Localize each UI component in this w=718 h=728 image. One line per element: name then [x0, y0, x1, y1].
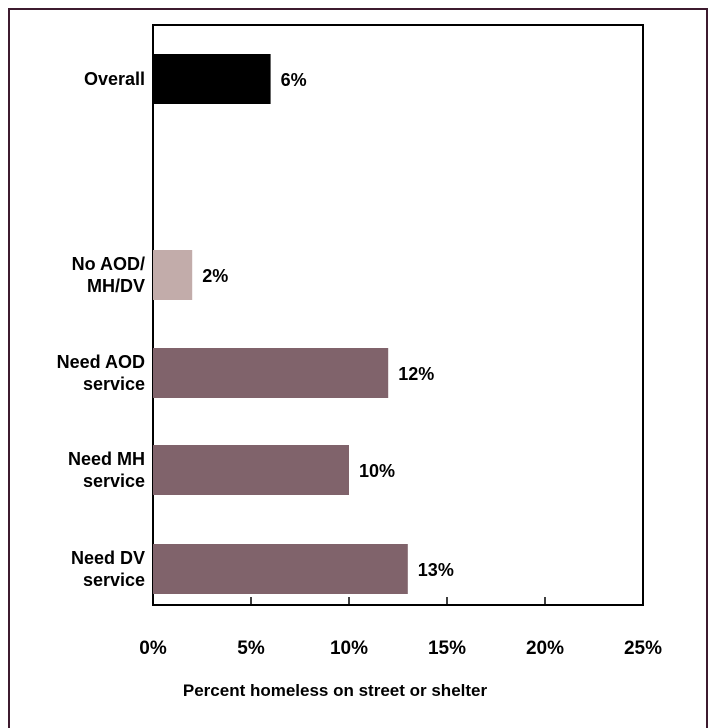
x-tick-label: 15%	[428, 638, 466, 659]
x-tick-label: 10%	[330, 638, 368, 659]
category-label: service	[83, 570, 145, 590]
bar	[153, 54, 271, 104]
bar	[153, 544, 408, 594]
bar	[153, 348, 389, 398]
x-tick-label: 0%	[139, 638, 167, 659]
x-tick-label: 5%	[237, 638, 265, 659]
category-label: MH/DV	[87, 276, 145, 296]
x-axis-title: Percent homeless on street or shelter	[183, 681, 488, 700]
value-label: 2%	[202, 266, 228, 286]
category-label: Need AOD	[57, 352, 145, 372]
x-tick-label: 20%	[526, 638, 564, 659]
category-label: Need MH	[68, 449, 145, 469]
category-label: service	[83, 471, 145, 491]
value-label: 13%	[418, 560, 454, 580]
value-labels: 6% 2% 12% 10% 13%	[202, 70, 454, 580]
category-label: No AOD/	[72, 254, 145, 274]
category-label: Need DV	[71, 548, 145, 568]
bar	[153, 445, 349, 495]
x-tick-label: 25%	[624, 638, 662, 659]
bars-group	[153, 54, 408, 594]
plot-area-rect	[152, 24, 644, 606]
value-label: 10%	[359, 461, 395, 481]
value-label: 6%	[281, 70, 307, 90]
bar	[153, 250, 193, 300]
x-axis-ticks: 0% 5% 10% 15% 20% 25%	[139, 597, 662, 659]
category-label: Overall	[84, 69, 145, 89]
value-label: 12%	[398, 364, 434, 384]
category-label: service	[83, 374, 145, 394]
plot-area-border	[152, 24, 644, 606]
chart-frame	[8, 8, 708, 728]
